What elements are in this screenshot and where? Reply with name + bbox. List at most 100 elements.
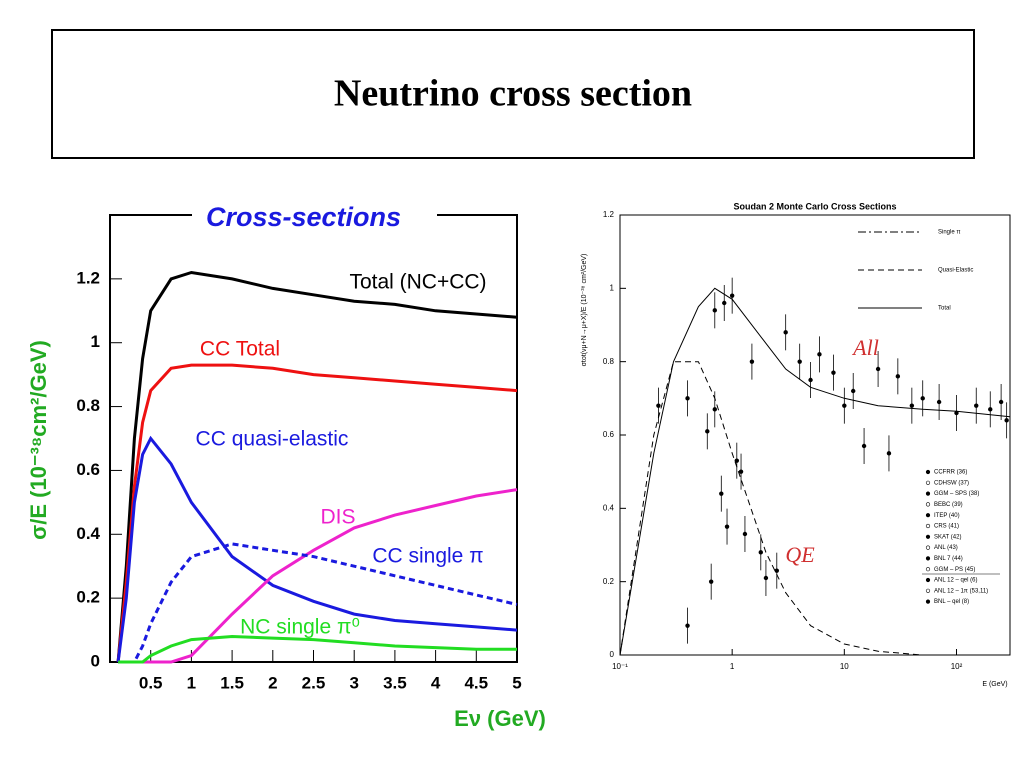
data-point: [808, 377, 813, 383]
series-line: [116, 435, 518, 663]
x-tick-label: 10: [840, 662, 849, 671]
slide-title: Neutrino cross section: [334, 73, 692, 115]
data-point: [851, 388, 856, 394]
title-backdrop: [192, 203, 437, 229]
legend-marker: [925, 491, 931, 496]
legend-marker: [925, 534, 931, 539]
legend-label: CCFRR (36): [934, 470, 967, 476]
data-point: [724, 524, 730, 529]
series-label: CC quasi-elastic: [196, 428, 349, 451]
x-tick-label: 2.5: [302, 673, 326, 692]
data-point: [954, 410, 959, 416]
data-point: [742, 531, 748, 537]
x-axis-label: Eν (GeV): [454, 706, 546, 731]
data-point: [749, 359, 755, 364]
y-tick-label: 0.4: [603, 503, 615, 512]
x-tick-label: 3.5: [383, 673, 407, 692]
data-point: [774, 568, 779, 573]
x-tick-label: 1.5: [220, 673, 244, 692]
data-point: [988, 407, 993, 412]
x-tick-label: 1: [730, 662, 735, 671]
data-point: [708, 579, 714, 584]
x-tick-label: 2: [268, 673, 277, 692]
data-point: [998, 399, 1004, 405]
legend-marker: [925, 502, 931, 507]
legend-label: ITEP (40): [934, 513, 960, 519]
title-box: [51, 29, 975, 159]
series-label: CC Total: [200, 338, 280, 361]
x-tick-label: 4.5: [464, 673, 488, 692]
data-point: [705, 429, 710, 434]
data-point: [734, 458, 740, 463]
legend-label: BEBC (39): [934, 502, 963, 508]
data-point: [920, 396, 925, 401]
data-point: [722, 300, 727, 306]
data-point: [685, 396, 690, 401]
x-tick-label: 3: [349, 673, 358, 692]
y-tick-label: 0.2: [603, 577, 615, 586]
data-point: [974, 403, 979, 408]
x-tick-label: 10⁻¹: [612, 662, 628, 671]
x-axis-label: E (GeV): [982, 681, 1007, 688]
legend-label: ANL 12 – qel (6): [934, 578, 977, 584]
series-line: [116, 363, 518, 663]
legend-label: BNL – qel (8): [934, 599, 969, 605]
series-line: [116, 270, 518, 663]
legend-marker: [925, 523, 931, 529]
x-tick-label: 4: [431, 673, 441, 692]
annotation: QE: [785, 542, 815, 567]
legend-label: BNL 7 (44): [934, 556, 963, 562]
data-point: [831, 370, 836, 375]
legend-label: GGM – SPS (38): [934, 491, 979, 497]
data-point: [909, 403, 915, 408]
data-point: [817, 352, 822, 357]
legend-label: SKAT (42): [934, 534, 961, 540]
series-label: CC single π: [372, 545, 483, 568]
x-tick-label: 5: [512, 673, 521, 692]
legend-label: Total: [938, 306, 951, 312]
data-point: [1004, 418, 1009, 423]
series-line: [619, 287, 1011, 656]
legend-marker: [925, 588, 931, 593]
data-point: [712, 308, 717, 313]
y-tick-label: 0.2: [76, 588, 100, 607]
legend-label: Single π: [938, 230, 961, 236]
y-tick-label: 1.2: [603, 210, 615, 219]
data-point: [656, 403, 661, 408]
legend-marker: [925, 469, 931, 475]
data-point: [886, 451, 892, 456]
series-label: Total (NC+CC): [349, 271, 486, 294]
y-tick-label: 0: [610, 650, 615, 659]
x-tick-label: 0.5: [139, 673, 163, 692]
data-point: [875, 366, 881, 372]
legend-marker: [925, 545, 931, 550]
x-tick-label: 1: [187, 673, 196, 692]
series-label: NC single π⁰: [240, 616, 360, 639]
y-axis-label: σtot(νμ+N→μ+X)/E (10⁻³⁸ cm²/GeV): [581, 254, 588, 367]
series-line: [118, 542, 518, 664]
data-point: [719, 491, 724, 496]
legend-marker: [925, 556, 931, 561]
legend-marker: [925, 480, 931, 485]
y-tick-label: 0: [91, 651, 100, 670]
data-point: [895, 374, 901, 379]
legend-label: ANL (43): [934, 545, 958, 551]
data-point: [738, 469, 744, 474]
chart-title: Soudan 2 Monte Carlo Cross Sections: [733, 201, 896, 211]
y-tick-label: 0.8: [76, 396, 100, 415]
y-tick-label: 0.6: [76, 460, 100, 479]
data-point: [842, 403, 847, 408]
data-point: [712, 407, 717, 412]
legend-label: GGM – PS (45): [934, 567, 975, 573]
data-point: [763, 575, 769, 581]
x-tick-label: 10²: [951, 662, 963, 671]
series-line: [118, 634, 517, 664]
y-tick-label: 0.8: [603, 357, 615, 366]
y-tick-label: 0.6: [603, 430, 615, 439]
data-point: [758, 550, 763, 555]
y-tick-label: 0.4: [76, 524, 100, 543]
legend-marker: [925, 577, 931, 583]
y-tick-label: 1.2: [76, 268, 100, 287]
data-point: [936, 399, 942, 405]
